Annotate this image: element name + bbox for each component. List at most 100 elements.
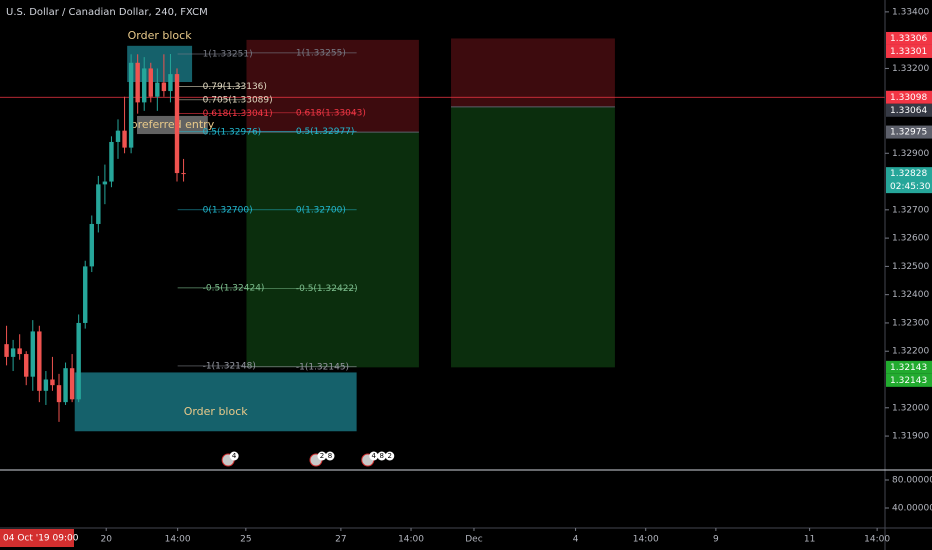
stop-zone	[246, 39, 419, 133]
y-tick-label: 1.32600	[892, 234, 929, 244]
candle-body	[148, 68, 153, 97]
y2-tick-label: 40.00000	[892, 503, 932, 513]
fib-label: 1(1.33255)	[296, 48, 346, 58]
price-tag	[886, 31, 932, 45]
crosshair-time-box	[0, 529, 74, 547]
y-tick-label: 1.32700	[892, 205, 929, 215]
fib-label: 1(1.33251)	[203, 50, 253, 60]
price-tag-label: 1.32143	[890, 376, 927, 386]
event-badge	[385, 451, 395, 461]
fib-label: 0.618(1.33043)	[296, 108, 366, 118]
x-tick-label: 14:00	[864, 535, 890, 545]
zone-label: Order block	[128, 29, 193, 42]
candle-body	[56, 385, 62, 403]
zone	[74, 372, 357, 432]
price-tag	[886, 90, 932, 104]
x-tick-label: 11	[804, 535, 815, 545]
candle-body	[109, 141, 114, 182]
candle-body	[155, 82, 160, 97]
event-badge	[325, 451, 335, 461]
x-tick-label: 14:00	[398, 535, 424, 545]
price-tag	[886, 125, 932, 139]
fib-label: -1(1.32148)	[203, 361, 256, 371]
fib-label: 0.5(1.32977)	[296, 127, 355, 137]
candle-body	[24, 354, 29, 377]
y-tick-label: 1.32900	[892, 149, 929, 159]
candle-body	[50, 379, 55, 386]
candle-body	[122, 130, 127, 148]
candle-body	[43, 379, 49, 391]
price-tag	[886, 167, 932, 194]
event-count: 2	[320, 452, 324, 460]
price-tag	[886, 373, 932, 387]
fib-label: 0(1.32700)	[296, 205, 346, 215]
candle-body	[115, 130, 121, 142]
event-count: 8	[328, 452, 332, 460]
candle-body	[96, 184, 101, 224]
candle-body	[102, 181, 108, 185]
zone-label: preferred entry	[131, 118, 215, 131]
y-tick-label: 1.31900	[892, 432, 929, 442]
price-tag-label: 1.32143	[890, 363, 927, 373]
x-tick-label: 4	[573, 535, 579, 545]
fib-label: 0.618(1.33041)	[203, 109, 273, 119]
crosshair-time-label: 04 Oct '19 09:00	[3, 534, 79, 544]
event-count: 8	[380, 452, 384, 460]
x-tick-label: 25	[240, 535, 251, 545]
event-count: 2	[388, 452, 392, 460]
x-tick-label: 20	[100, 535, 112, 545]
candle-body	[142, 68, 147, 103]
price-tag-label: 1.32975	[890, 128, 927, 138]
fib-label: 0.5(1.32976)	[203, 127, 262, 137]
stop-zone	[451, 38, 615, 107]
price-tag-label: 1.33306	[890, 34, 927, 44]
candle-body	[63, 368, 68, 403]
y-tick-label: 1.32500	[892, 262, 929, 272]
x-tick-label: 14:00	[633, 535, 659, 545]
price-tag	[886, 360, 932, 374]
y-tick-label: 1.32400	[892, 290, 929, 300]
fib-label: -0.5(1.32424)	[203, 283, 265, 293]
event-badge	[229, 451, 239, 461]
y-tick-label: 1.32300	[892, 318, 929, 328]
x-tick-label: 27	[335, 535, 346, 545]
y-tick-label: 1.33400	[892, 7, 929, 17]
fib-label: 0.705(1.33089)	[203, 95, 273, 105]
x-tick-label: 14:00	[165, 535, 191, 545]
fib-label: -1(1.32145)	[296, 362, 349, 372]
target-zone	[246, 132, 419, 368]
x-tick-label: 9	[713, 535, 719, 545]
price-tag-label: 1.33064	[890, 106, 927, 116]
zone-label: Order block	[184, 405, 249, 418]
y-tick-label: 1.32200	[892, 347, 929, 357]
candle-body	[17, 348, 22, 355]
y-tick-label: 1.33200	[892, 64, 929, 74]
countdown-label: 02:45:30	[890, 182, 931, 192]
price-tag	[886, 44, 932, 58]
y-tick-label: 1.32000	[892, 403, 929, 413]
price-tag	[886, 103, 932, 117]
x-tick-label: Dec	[465, 535, 482, 545]
candle-body	[37, 331, 42, 391]
fib-label: 0(1.32700)	[203, 205, 253, 215]
candle-body	[174, 74, 180, 174]
candle-body	[135, 62, 140, 103]
zone	[137, 115, 208, 135]
event-badge	[369, 451, 379, 461]
candle-body	[168, 74, 173, 92]
candle-body	[30, 331, 35, 377]
chart-title: U.S. Dollar / Canadian Dollar, 240, FXCM	[6, 7, 208, 18]
candle-body	[161, 82, 167, 92]
event-count: 4	[232, 452, 237, 460]
price-tag-label: 1.33301	[890, 47, 927, 57]
event-badge	[377, 451, 387, 461]
event-count: 4	[372, 452, 377, 460]
fib-label: -0.5(1.32422)	[296, 284, 358, 294]
candle-body	[83, 266, 88, 323]
y2-tick-label: 80.00000	[892, 476, 932, 486]
target-zone	[451, 106, 615, 368]
fib-label: 0.79(1.33136)	[203, 82, 267, 92]
